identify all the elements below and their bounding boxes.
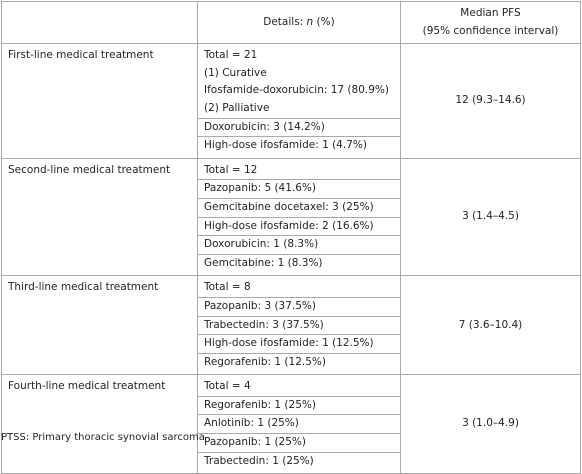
header-text: Median PFS	[460, 7, 521, 19]
detail-line: (2) Palliative	[204, 101, 270, 114]
header-text: (%)	[313, 15, 335, 28]
table-body: First-line medical treatment Total = 21 (1…	[1, 43, 581, 474]
row-label: Third-line medical treatment	[1, 275, 198, 376]
header-text: n	[306, 15, 314, 28]
header-empty	[1, 0, 198, 45]
detail-line: Gemcitabine: 1 (8.3%)	[198, 253, 400, 273]
detail-line: Pazopanib: 5 (41.6%)	[198, 179, 400, 198]
details-cell: Total = 8 Pazopanib: 3 (37.5%) Trabectedin…	[197, 275, 401, 376]
pfs-cell: 3 (1.0–4.9)	[400, 374, 581, 474]
detail-line: Doxorubicin: 1 (8.3%)	[198, 235, 400, 254]
row-label: First-line medical treatment	[1, 43, 198, 159]
pfs-cell: 7 (3.6–10.4)	[400, 275, 581, 376]
detail-line: Pazopanib: 1 (25%)	[198, 433, 400, 452]
row-label: Fourth-line medical treatment	[1, 374, 198, 474]
detail-line: Regorafenib: 1 (25%)	[198, 395, 400, 415]
detail-line: High-dose ifosfamide: 1 (12.5%)	[198, 334, 400, 353]
detail-line: Pazopanib: 3 (37.5%)	[198, 296, 400, 316]
detail-line: Ifosfamide-doxorubicin: 17 (80.9%)	[204, 84, 389, 97]
detail-line: Total = 21	[204, 49, 258, 62]
header-details: Details: n (%)	[197, 0, 401, 45]
detail-line: Total = 4	[204, 380, 251, 393]
pfs-cell: 3 (1.4–4.5)	[400, 157, 581, 277]
detail-line: Regorafenib: 1 (12.5%)	[198, 352, 400, 372]
table-row: Second-line medical treatment Total = 12 P…	[1, 157, 581, 277]
header-pfs: Median PFS (95% confidence interval)	[400, 0, 581, 45]
detail-line: High-dose ifosfamide: 2 (16.6%)	[198, 216, 400, 236]
detail-line: High-dose ifosfamide: 1 (4.7%)	[198, 136, 400, 155]
detail-line: Gemcitabine docetaxel: 3 (25%)	[198, 197, 400, 217]
header-text: Details:	[263, 15, 307, 28]
details-cell: Total = 4 Regorafenib: 1 (25%) Anlotinib: …	[197, 374, 401, 474]
pfs-cell: 12 (9.3–14.6)	[400, 43, 581, 159]
table-row: Fourth-line medical treatment Total = 4 Re…	[1, 374, 581, 474]
detail-line: (1) Curative	[204, 66, 267, 79]
detail-line: Anlotinib: 1 (25%)	[198, 414, 400, 433]
detail-line: Trabectedin: 1 (25%)	[198, 451, 400, 471]
detail-line: Total = 12	[204, 163, 258, 176]
details-cell: Total = 12 Pazopanib: 5 (41.6%) Gemcitabin…	[197, 157, 401, 277]
table-row: Third-line medical treatment Total = 8 Paz…	[1, 275, 581, 376]
details-cell: Total = 21 (1) Curative Ifosfamide-doxorub…	[197, 43, 401, 159]
detail-line: Trabectedin: 3 (37.5%)	[198, 315, 400, 335]
table-row: First-line medical treatment Total = 21 (1…	[1, 43, 581, 159]
row-label: Second-line medical treatment	[1, 157, 198, 277]
detail-line: Doxorubicin: 3 (14.2%)	[198, 117, 400, 137]
footnote: PTSS: Primary thoracic synovial sarcoma	[1, 432, 205, 443]
detail-line: Total = 8	[204, 281, 251, 294]
header-text: (95% confidence interval)	[422, 24, 559, 37]
header-row: Details: n (%) Median PFS (95% confidence…	[1, 0, 581, 45]
